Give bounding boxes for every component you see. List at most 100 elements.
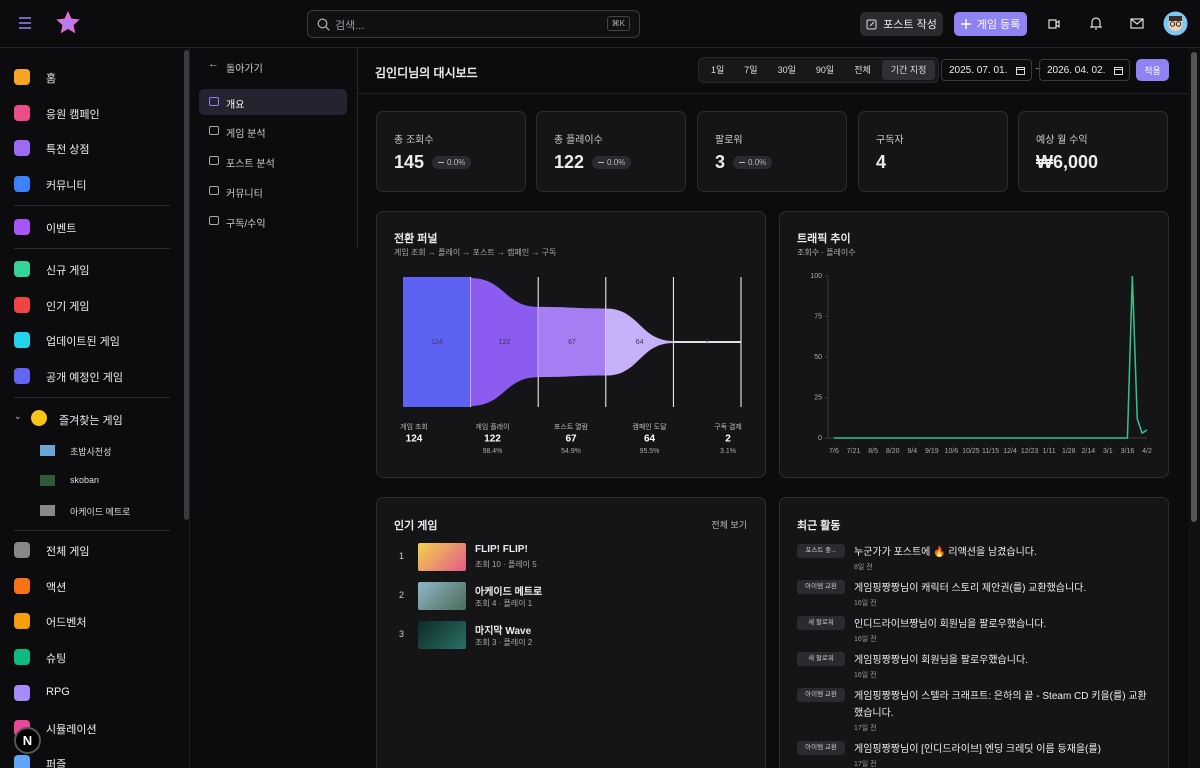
range-button[interactable]: 전체 [854,65,871,75]
sidebar-item[interactable]: 전체 게임 [46,546,90,558]
favorite-thumb [40,505,55,516]
sidebar-icon [14,69,30,85]
sidebar-item[interactable]: 신규 게임 [46,265,90,277]
funnel-segment [470,278,539,406]
sidebar-item[interactable]: 공개 예정인 게임 [46,372,123,384]
game-thumb[interactable] [418,582,466,610]
video-icon[interactable] [1047,17,1061,31]
activity-badge: 새 팔로워 [797,652,845,666]
subnav-icon [209,186,219,195]
activity-item: 새 팔로워 게임핑짱짱님이 회원님을 팔로우했습니다. 16일 전 [797,652,1157,680]
funnel-segment [605,308,674,376]
activity-badge: 아이템 교환 [797,741,845,755]
range-button[interactable]: 기간 지정 [881,60,936,80]
y-tick-label: 0 [818,435,822,442]
stat-value: 3 [715,152,726,172]
sidebar-icon [14,176,30,192]
favorite-item[interactable]: 아케이드 메트로 [70,507,131,517]
x-tick-label: 10/25 [962,448,980,455]
x-tick-label: 7/21 [847,448,861,455]
sidebar-item[interactable]: 홈 [46,73,57,85]
sub-nav: ← 돌아가기 개요 게임 분석 포스트 분석 커뮤니티 구독/수익 [190,48,358,248]
sidebar-item[interactable]: 퍼즐 [46,759,67,768]
sidebar-item[interactable]: 슈팅 [46,653,67,665]
popular-games-card: 인기 게임 전체 보기 1 FLIP! FLIP! 조회 10 · 플레이 5 2 아케… [376,497,766,768]
game-stats: 조회 10 · 플레이 5 [475,560,537,569]
sidebar-item[interactable]: 이벤트 [46,223,77,235]
sidebar-item[interactable]: 시뮬레이션 [46,724,97,736]
favorites-title[interactable]: 즐겨찾는 게임 [59,415,123,427]
sidebar-item[interactable]: 액션 [46,582,67,594]
chart-title: 트래픽 추이 [797,233,851,245]
top-bar: 검색... ⌘K 포스트 작성 게임 등록 [0,0,1200,48]
game-stats: 조회 3 · 플레이 2 [475,638,533,647]
game-title[interactable]: 아케이드 메트로 [475,587,543,598]
delta-text: 0.0% [447,158,466,167]
activity-body: 게임핑짱짱님이 캐릭터 스토리 제안권(를) 교환했습니다. 16일 전 [854,580,1150,608]
sidebar-item[interactable]: 인기 게임 [46,301,90,313]
funnel-value: 124 [406,434,423,445]
start-date[interactable]: 2025. 07. 01. [941,59,1032,81]
sidebar-item[interactable]: 특전 상점 [46,144,90,156]
sidebar-item[interactable]: RPG [46,686,70,698]
menu-icon[interactable] [17,15,33,31]
sidebar-item[interactable]: 커뮤니티 [46,180,87,192]
funnel-category: 게임 조회 [400,422,428,431]
range-button[interactable]: 30일 [777,65,796,75]
search-box[interactable]: 검색... ⌘K [307,10,640,38]
apply-button[interactable]: 적용 [1136,59,1169,81]
stat-row: 122 0.0% [554,152,632,173]
stat-label: 구독자 [876,135,904,146]
active-highlight [199,89,347,115]
sidebar-icon [14,261,30,277]
x-tick-label: 11/15 [982,448,999,455]
view-all-link[interactable]: 전체 보기 [711,520,747,530]
back-link[interactable]: 돌아가기 [226,64,263,75]
favorite-thumb [40,475,55,486]
sidebar-icon [14,105,30,121]
subnav-icon [209,156,219,165]
logo[interactable] [55,10,81,36]
register-button[interactable]: 게임 등록 [954,12,1027,36]
stat-card: 총 플레이수 122 0.0% [536,111,686,192]
sidebar-item[interactable]: 업데이트된 게임 [46,336,120,348]
mail-icon[interactable] [1130,17,1144,30]
delta-dash [438,162,445,163]
subnav-item[interactable]: 커뮤니티 [226,189,263,200]
game-thumb[interactable] [418,621,466,649]
favorite-item[interactable]: skoban [70,475,100,485]
subnav-icon [209,97,219,106]
subnav-item[interactable]: 포스트 분석 [226,159,275,170]
sidebar-item[interactable]: 어드벤처 [46,617,87,629]
activity-badge: 아이템 교환 [797,580,845,594]
activity-time: 17일 전 [854,761,877,768]
post-button-label: 포스트 작성 [883,19,937,31]
y-tick-label: 25 [814,394,822,401]
x-tick-label: 9/4 [907,448,917,455]
game-rank: 2 [399,590,405,600]
post-button[interactable]: 포스트 작성 [860,12,943,36]
bell-icon[interactable] [1089,16,1103,31]
sidebar-divider [14,205,170,206]
avatar[interactable] [1163,11,1188,36]
subnav-item[interactable]: 개요 [226,100,245,111]
subnav-item[interactable]: 게임 분석 [226,129,266,140]
subnav-item[interactable]: 구독/수익 [226,219,266,230]
activity-item: 아이템 교환 게임핑짱짱님이 스텔라 크래프트: 은하의 끝 - Steam CD… [797,688,1157,733]
favorite-item[interactable]: 초밥사천성 [70,447,112,457]
stat-value: 122 [554,152,585,172]
register-button-label: 게임 등록 [976,19,1021,31]
game-thumb[interactable] [418,543,466,571]
end-date[interactable]: 2026. 04. 02. [1039,59,1130,81]
game-title[interactable]: 마지막 Wave [475,626,532,637]
range-button[interactable]: 1일 [711,65,725,75]
sidebar-item[interactable]: 응원 캠페인 [46,109,100,121]
plus-icon [960,19,971,29]
sidebar-divider [14,530,170,531]
range-button[interactable]: 7일 [744,65,758,75]
game-title[interactable]: FLIP! FLIP! [475,544,528,555]
range-button[interactable]: 90일 [815,65,835,75]
funnel-segment [673,340,741,344]
activity-body: 게임핑짱짱님이 스텔라 크래프트: 은하의 끝 - Steam CD 키을(를)… [854,688,1150,733]
dev-badge[interactable]: N [14,727,41,754]
